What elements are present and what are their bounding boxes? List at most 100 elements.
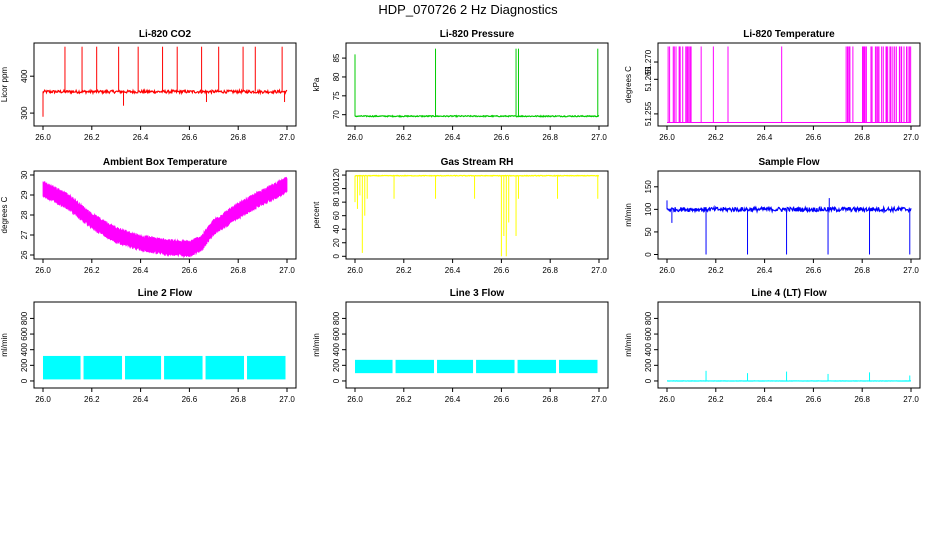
y-tick-label: 800 [644,311,653,325]
y-axis-label: ml/min [0,333,9,357]
y-tick-label: 150 [644,180,653,194]
chart-panel-2: Li-820 Pressure kPa 26.0 26.2 26.4 26.6 26.8 27… [312,29,609,142]
data-series-block [517,359,557,374]
x-tick-label: 26.0 [659,133,675,142]
x-tick-label: 27.0 [591,266,607,275]
x-tick-label: 26.8 [542,395,558,404]
plot-frame [657,42,921,127]
x-tick-label: 26.6 [494,266,510,275]
y-tick-label: 400 [644,342,653,356]
data-series-block [43,355,81,380]
x-tick-label: 26.2 [708,133,724,142]
y-tick-label: 600 [332,327,341,341]
x-tick-label: 26.4 [445,266,461,275]
x-tick-label: 26.4 [133,133,149,142]
x-tick-label: 26.2 [396,395,412,404]
data-series-line [354,174,600,177]
x-tick-label: 26.4 [757,395,773,404]
chart-title: Li-820 Temperature [743,29,835,40]
x-tick-label: 26.0 [35,266,51,275]
x-tick-label: 27.0 [591,133,607,142]
y-tick-label: 600 [20,327,29,341]
x-tick-label: 27.0 [279,395,295,404]
y-tick-label: 600 [644,327,653,341]
x-tick-label: 26.0 [659,395,675,404]
x-tick-label: 26.2 [708,395,724,404]
y-tick-label: 800 [20,311,29,325]
x-tick-label: 26.4 [133,395,149,404]
x-tick-label: 26.6 [494,395,510,404]
x-tick-label: 26.2 [84,133,100,142]
x-tick-label: 26.2 [396,266,412,275]
y-tick-label: 51.270 [644,49,653,74]
x-tick-label: 26.6 [494,133,510,142]
data-series-block [559,359,598,374]
x-tick-label: 26.4 [757,266,773,275]
y-tick-label: 28 [20,210,29,219]
y-axis-label: Licor ppm [0,67,9,102]
x-tick-label: 26.0 [659,266,675,275]
y-axis-label: ml/min [624,203,633,227]
x-tick-label: 26.8 [230,266,246,275]
y-axis-label: degrees C [0,196,9,233]
plot-frame [33,42,297,127]
x-tick-label: 27.0 [279,266,295,275]
data-series-block [83,355,123,380]
plot-frame [345,42,609,127]
x-tick-label: 26.0 [35,133,51,142]
y-tick-label: 100 [644,202,653,216]
x-tick-label: 27.0 [903,395,919,404]
x-tick-label: 26.4 [757,133,773,142]
data-series-block [476,359,515,374]
x-tick-label: 27.0 [903,133,919,142]
plot-frame [345,301,609,389]
chart-panel-4: Ambient Box Temperature degrees C 26.0 26.2… [0,157,297,275]
x-tick-label: 26.6 [806,266,822,275]
chart-panel-6: Sample Flow ml/min 26.0 26.2 26.4 26.6 26.8 27.… [624,157,921,275]
chart-title: Gas Stream RH [441,157,514,168]
chart-title: Ambient Box Temperature [103,157,228,168]
x-tick-label: 26.4 [133,266,149,275]
y-axis-label: ml/min [624,333,633,357]
chart-panel-9: Line 4 (LT) Flow ml/min 26.0 26.2 26.4 26.6 26… [624,288,921,404]
x-tick-label: 26.2 [84,266,100,275]
x-tick-label: 27.0 [279,133,295,142]
page-title: HDP_070726 2 Hz Diagnostics [378,2,558,17]
chart-title: Line 2 Flow [138,288,193,299]
y-tick-label: 40 [332,224,341,233]
y-tick-label: 0 [332,378,341,383]
x-tick-label: 26.0 [347,395,363,404]
chart-panel-7: Line 2 Flow ml/min 26.0 26.2 26.4 26.6 26.8 27.… [0,288,297,404]
x-tick-label: 26.0 [35,395,51,404]
plot-frame [657,170,921,260]
x-tick-label: 27.0 [591,395,607,404]
data-series-block [205,355,245,380]
x-tick-label: 26.6 [806,395,822,404]
x-tick-label: 26.8 [230,133,246,142]
x-tick-label: 26.8 [854,395,870,404]
x-tick-label: 26.8 [542,266,558,275]
x-tick-label: 26.0 [347,266,363,275]
chart-title: Line 3 Flow [450,288,505,299]
x-tick-label: 26.0 [347,133,363,142]
data-series-block [247,355,286,380]
chart-panel-1: Li-820 CO2 Licor ppm 26.0 26.2 26.4 26.6 26.8 2… [0,29,297,142]
y-tick-label: 100 [332,181,341,195]
y-tick-label: 85 [332,53,341,62]
y-tick-label: 200 [332,358,341,372]
data-series-block [395,359,435,374]
y-tick-label: 20 [332,238,341,247]
y-tick-label: 51.255 [644,101,653,126]
y-axis-label: percent [312,201,321,228]
y-tick-label: 200 [644,358,653,372]
data-series-block [164,355,203,380]
y-tick-label: 75 [332,91,341,100]
y-tick-label: 300 [20,106,29,120]
y-tick-label: 0 [644,252,653,257]
x-tick-label: 26.6 [806,133,822,142]
x-tick-label: 26.8 [230,395,246,404]
y-tick-label: 400 [20,69,29,83]
y-tick-label: 80 [332,72,341,81]
x-tick-label: 26.6 [182,266,198,275]
plot-frame [657,301,921,389]
